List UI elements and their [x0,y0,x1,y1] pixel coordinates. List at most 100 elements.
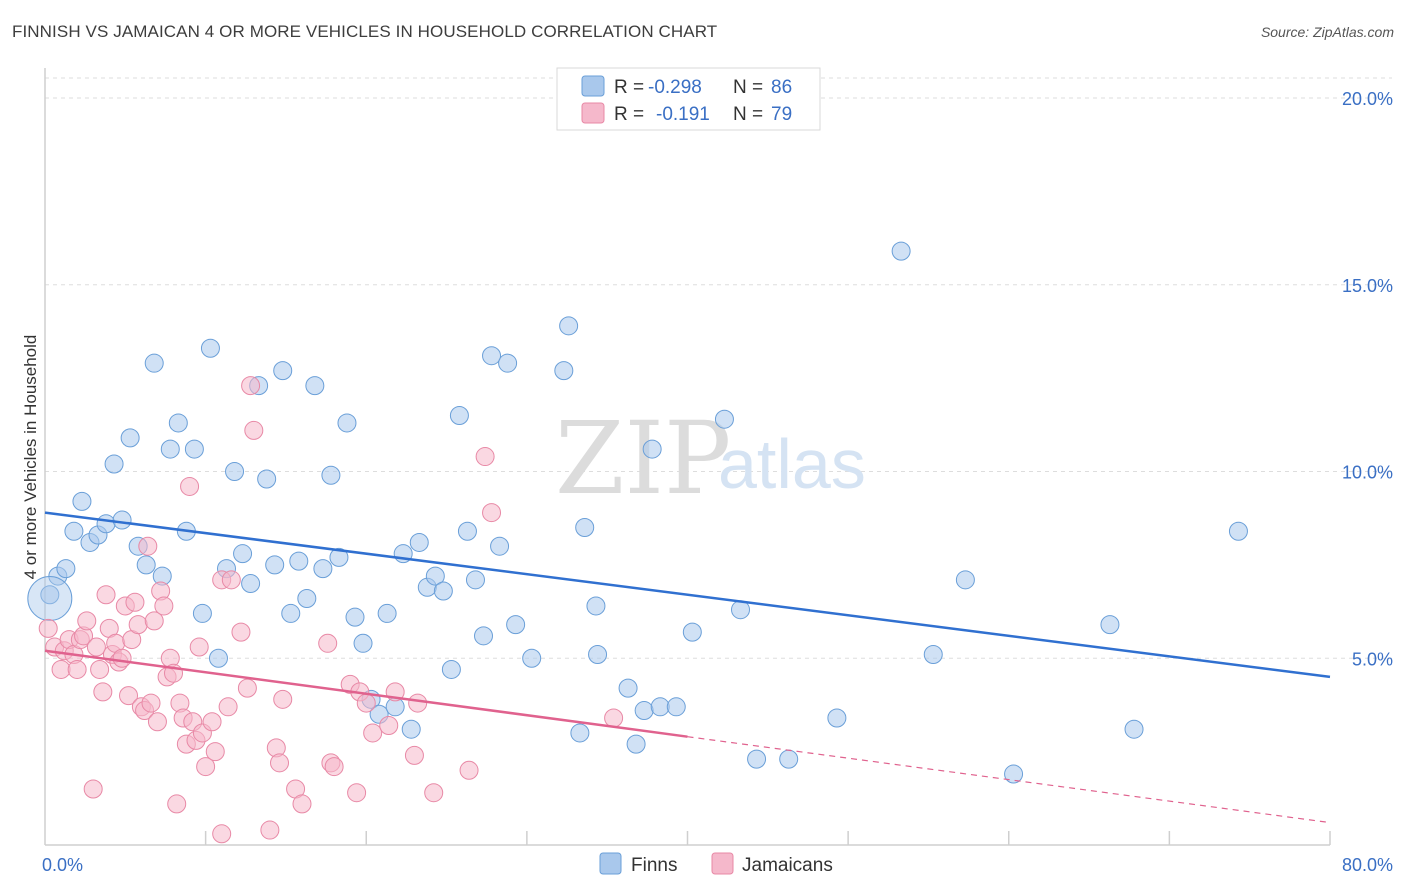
finns-point [779,749,799,769]
jamaicans-point [38,618,58,638]
finns-point [1004,764,1024,784]
y-tick-label-20: 20.0% [1342,89,1393,109]
finns-point [345,607,365,627]
watermark-zip: ZIP [555,400,731,517]
jamaicans-point [292,794,312,814]
finns-point [136,555,156,575]
jamaicans-point [218,697,238,717]
jamaicans-point [144,611,164,631]
finns-point [313,559,333,579]
jamaicans-point [424,783,444,803]
finns-point [160,439,180,459]
finns-point [588,645,608,665]
jamaicans-point [202,712,222,732]
finns-n-value: 86 [771,77,792,98]
finns-point [192,603,212,623]
finns-point [112,510,132,530]
jamaicans-point [67,659,87,679]
finns-point [559,316,579,336]
jamaicans-point [318,633,338,653]
finns-point [650,697,670,717]
finns-point [27,575,73,621]
jamaicans-point [96,585,116,605]
jamaicans-point [180,476,200,496]
jamaicans-n-label: N = [733,104,763,125]
finns-point [337,413,357,433]
finns-point [570,723,590,743]
finns-point [72,491,92,511]
finns-point [120,428,140,448]
finns-legend-swatch [581,75,605,97]
jamaicans-point [128,615,148,635]
y-tick-label-5: 5.0% [1352,649,1393,669]
jamaicans-trend-line [44,649,688,738]
finns-point [634,701,654,721]
finns-point [618,678,638,698]
finns-point [265,555,285,575]
finns-point [747,749,767,769]
finns-point [626,734,646,754]
finns-point [377,603,397,623]
jamaicans-point [482,503,502,523]
y-tick-label-15: 15.0% [1342,276,1393,296]
finns-point [257,469,277,489]
jamaicans-point [51,659,71,679]
finns-points [27,241,1248,784]
finns-point [1124,719,1144,739]
finns-point [241,574,261,594]
finns-r-value: -0.298 [648,77,702,98]
watermark-atlas: atlas [718,425,866,503]
jamaicans-point [404,745,424,765]
jamaicans-point [125,592,145,612]
finns-point [104,454,124,474]
finns-point [273,361,293,381]
finns-point [457,521,477,541]
y-axis-title: 4 or more Vehicles in Household [21,335,40,580]
finns-point [401,719,421,739]
finns-point [297,588,317,608]
finns-point [305,376,325,396]
jamaicans-point [196,757,216,777]
jamaicans-point [347,783,367,803]
finns-r-label: R = [614,77,644,98]
finns-point [923,645,943,665]
finns-point [289,551,309,571]
source-label: Source: ZipAtlas.com [1260,24,1394,40]
jamaicans-point [273,689,293,709]
finns-point [586,596,606,616]
series-legend: Finns Jamaicans [599,852,833,876]
finns-series-label: Finns [631,855,677,876]
jamaicans-point [379,715,399,735]
finns-trend-line [44,511,1331,679]
finns-point [827,708,847,728]
jamaicans-r-value: -0.191 [656,104,710,125]
jamaicans-point [138,536,158,556]
finns-point [425,566,445,586]
finns-point [891,241,911,261]
finns-point [329,547,349,567]
finns-point [490,536,510,556]
jamaicans-point [604,708,624,728]
finns-point [1100,615,1120,635]
jamaicans-point [363,723,383,743]
jamaicans-point [154,596,174,616]
correlation-legend: R = -0.298 N = 86 R = -0.191 N = 79 [556,67,821,131]
finns-point [144,353,164,373]
finns-point [642,439,662,459]
jamaicans-series-swatch [711,852,734,875]
finns-point [40,585,60,605]
finns-point [498,353,518,373]
jamaicans-point [212,824,232,844]
jamaicans-point [241,376,261,396]
jamaicans-point [141,693,161,713]
y-tick-labels: 5.0% 10.0% 15.0% 20.0% [1342,89,1393,669]
finns-point [714,409,734,429]
jamaicans-point [112,648,132,668]
trend-lines [44,511,1331,824]
y-tick-label-10: 10.0% [1342,463,1393,483]
finns-point [208,648,228,668]
jamaicans-trend-line-extension [687,736,1331,824]
jamaicans-point [221,570,241,590]
jamaicans-point [231,622,251,642]
